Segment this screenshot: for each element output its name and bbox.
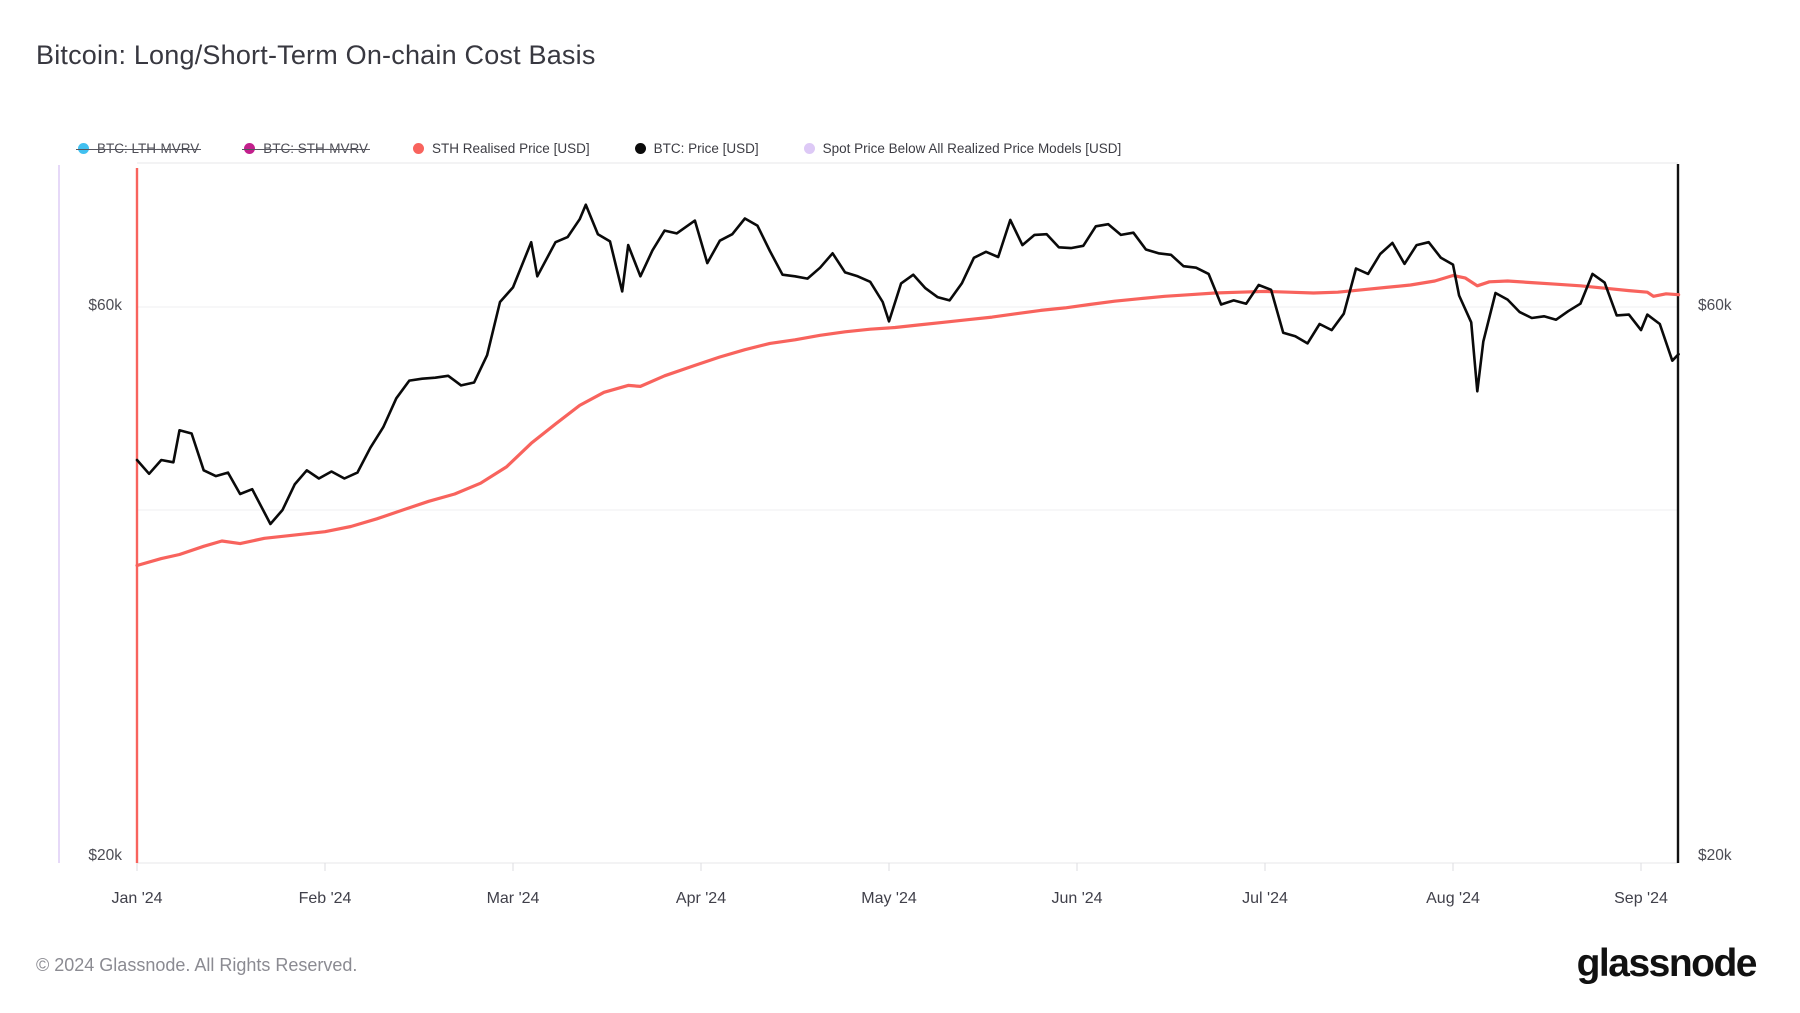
series-line-btc-price-usd- [135, 203, 1680, 526]
legend-dot-icon [634, 143, 646, 154]
x-axis-label: Mar '24 [486, 890, 540, 907]
legend: BTC: LTH-MVRV BTC: STH-MVRV STH Realised P… [75, 141, 1122, 156]
series-line-sth-realised-price-usd- [135, 273, 1681, 568]
copyright-text: © 2024 Glassnode. All Rights Reserved. [36, 955, 358, 975]
legend-item-label: BTC: Price [USD] [653, 141, 759, 156]
y-axis-label: $60k [1698, 297, 1732, 315]
legend-dot-icon [803, 143, 815, 154]
x-axis-label: Jul '24 [1242, 890, 1288, 907]
y-axis-label: $20k [1698, 847, 1732, 864]
page-title: Bitcoin: Long/Short-Term On-chain Cost B… [36, 40, 596, 70]
glassnode-logo: glassnode [1576, 942, 1758, 985]
x-axis-label: May '24 [861, 890, 917, 907]
legend-item[interactable]: BTC: LTH-MVRV [75, 141, 202, 156]
x-axis-label: Feb '24 [298, 890, 352, 907]
y-axis-label: $20k [88, 847, 122, 864]
x-axis-label: Sep '24 [1614, 890, 1668, 907]
legend-item[interactable]: BTC: Price [USD] [634, 141, 759, 156]
legend-item-label: Spot Price Below All Realized Price Mode… [822, 141, 1122, 156]
legend-dot-icon [413, 143, 425, 154]
x-axis-label: Jun '24 [1051, 890, 1103, 907]
x-axis-label: Jan '24 [111, 890, 163, 907]
legend-item[interactable]: Spot Price Below All Realized Price Mode… [803, 141, 1122, 156]
x-axis-label: Apr '24 [675, 890, 727, 907]
x-axis-label: Aug '24 [1426, 890, 1480, 907]
y-axis-label: $60k [88, 297, 122, 315]
legend-item[interactable]: STH Realised Price [USD] [413, 141, 590, 156]
legend-item-label: STH Realised Price [USD] [432, 141, 590, 156]
legend-item[interactable]: BTC: STH-MVRV [242, 141, 370, 156]
